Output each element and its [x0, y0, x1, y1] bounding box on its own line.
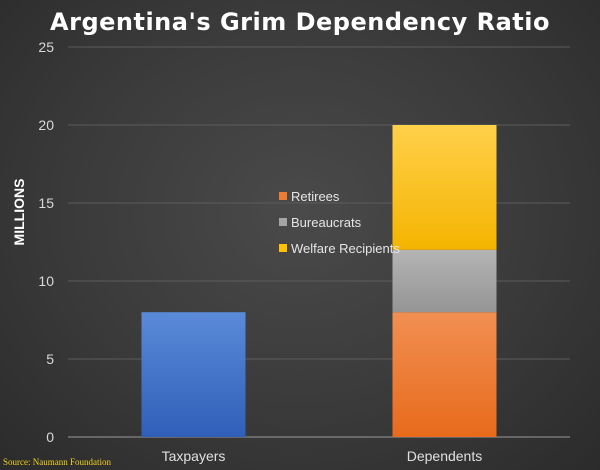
y-tick-label: 25 [38, 39, 54, 55]
legend-label-welfare-recipients: Welfare Recipients [291, 241, 400, 256]
y-tick-label: 10 [38, 273, 54, 289]
chart-title: Argentina's Grim Dependency Ratio [50, 8, 550, 36]
y-tick-label: 20 [38, 117, 54, 133]
bar-dependents-retirees [392, 312, 497, 437]
y-tick-label: 5 [46, 351, 54, 367]
legend-label-retirees: Retirees [291, 189, 340, 204]
legend-swatch-retirees [279, 192, 287, 200]
legend-swatch-bureaucrats [279, 218, 287, 226]
legend-label-bureaucrats: Bureaucrats [291, 215, 362, 230]
y-tick-label: 0 [46, 429, 54, 445]
y-tick-label: 15 [38, 195, 54, 211]
legend-swatch-welfare-recipients [279, 244, 287, 252]
y-axis-label: MILLIONS [11, 179, 27, 246]
x-tick-label: Dependents [407, 448, 483, 464]
x-tick-label: Taxpayers [162, 448, 226, 464]
bar-taxpayers-taxpayers [141, 312, 246, 437]
bar-dependents-welfare-recipients [392, 125, 497, 250]
bar-dependents-bureaucrats [392, 249, 497, 313]
source-note: Source: Naumann Foundation [3, 457, 111, 467]
